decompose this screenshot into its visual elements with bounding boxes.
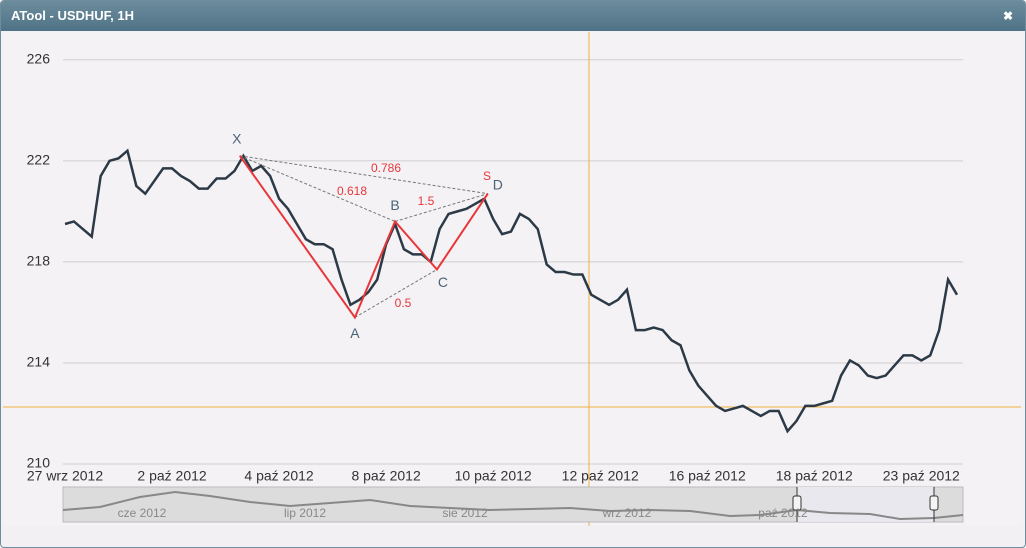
navigator-label: paź 2012 <box>758 506 808 520</box>
navigator-label: cze 2012 <box>118 506 167 520</box>
pattern-marker: S <box>483 169 491 183</box>
x-tick-label: 12 paź 2012 <box>562 468 639 484</box>
navigator: cze 2012 lip 2012 sie 2012 wrz 2012 paź … <box>62 486 964 523</box>
navigator-label: lip 2012 <box>284 506 326 520</box>
pattern-point-label: B <box>390 197 399 213</box>
window-title: ATool - USDHUF, 1H <box>11 8 135 23</box>
y-tick-label: 226 <box>27 50 51 66</box>
x-tick-label: 27 wrz 2012 <box>27 468 103 484</box>
pattern-dashed-line <box>239 155 396 222</box>
pattern-point-label: X <box>232 130 242 146</box>
pattern-point-label: A <box>350 325 360 341</box>
pattern-point-label: D <box>493 176 503 192</box>
pattern-ratio: 0.5 <box>395 296 412 310</box>
x-tick-label: 8 paź 2012 <box>351 468 420 484</box>
close-button[interactable]: ✖ <box>1002 9 1013 23</box>
x-tick-label: 23 paź 2012 <box>883 468 960 484</box>
x-tick-label: 18 paź 2012 <box>776 468 853 484</box>
y-tick-label: 210 <box>27 455 51 471</box>
pattern-ratio: 1.5 <box>418 194 435 208</box>
title-bar: ATool - USDHUF, 1H ✖ <box>1 1 1025 31</box>
navigator-line <box>62 490 964 521</box>
pattern-point-label: C <box>438 274 448 290</box>
pattern-dashed-line <box>239 155 488 195</box>
x-tick-label: 2 paź 2012 <box>137 468 206 484</box>
pattern-line <box>239 155 489 320</box>
price-line <box>64 148 959 434</box>
pattern-dashed-line <box>354 269 438 318</box>
pattern-dashed-line <box>394 193 488 222</box>
pattern-ratio: 0.618 <box>337 184 367 198</box>
x-tick-label: 10 paź 2012 <box>455 468 532 484</box>
navigator-label: sie 2012 <box>442 506 488 520</box>
pattern-ratio: 0.786 <box>371 161 401 175</box>
navigator-handle[interactable] <box>792 495 802 511</box>
navigator-selection <box>797 487 934 522</box>
navigator-handle[interactable] <box>929 495 939 511</box>
plot-background <box>3 32 1021 526</box>
y-tick-label: 218 <box>27 253 51 269</box>
y-tick-label: 222 <box>27 152 51 168</box>
navigator-label: wrz 2012 <box>602 506 652 520</box>
x-tick-label: 4 paź 2012 <box>244 468 313 484</box>
y-tick-label: 214 <box>27 354 51 370</box>
x-tick-label: 16 paź 2012 <box>669 468 746 484</box>
